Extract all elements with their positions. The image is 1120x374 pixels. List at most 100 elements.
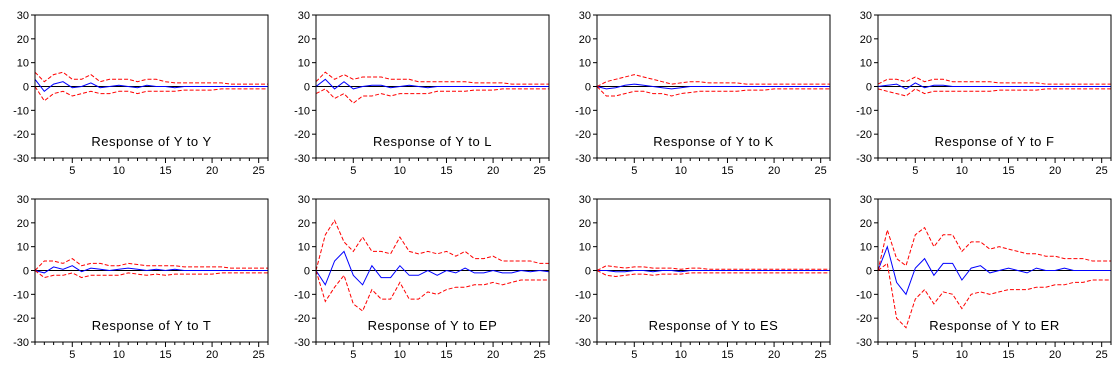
confidence-band-lower bbox=[877, 88, 1111, 97]
y-tick-label: 30 bbox=[17, 10, 29, 22]
y-tick-label: -20 bbox=[575, 129, 591, 141]
confidence-band-lower bbox=[596, 86, 830, 97]
y-tick-label: 30 bbox=[17, 194, 29, 206]
x-tick-label: 10 bbox=[394, 349, 406, 361]
confidence-band-upper bbox=[315, 219, 549, 271]
plot-frame bbox=[596, 198, 831, 343]
y-tick-label: 30 bbox=[298, 194, 310, 206]
y-tick-label: -10 bbox=[13, 289, 29, 301]
irf-panel-2: 30 20 10 0 -10 -20 -30 5 10 15 20 25 Response of Y t… bbox=[294, 10, 550, 177]
x-tick-label: 15 bbox=[159, 165, 171, 177]
response-line bbox=[596, 83, 830, 90]
x-tick-label: 5 bbox=[350, 349, 356, 361]
panel-title: Response of Y to EP bbox=[368, 318, 498, 333]
y-tick-label: -10 bbox=[294, 105, 310, 117]
x-tick-label: 25 bbox=[1096, 349, 1108, 361]
confidence-band-lower bbox=[877, 262, 1111, 329]
response-line bbox=[597, 270, 830, 273]
confidence-band-upper bbox=[34, 71, 268, 85]
response-line bbox=[315, 78, 549, 90]
y-tick-label: -10 bbox=[856, 289, 872, 301]
confidence-band-lower bbox=[315, 270, 549, 312]
x-tick-label: 15 bbox=[440, 349, 452, 361]
y-tick-label: 20 bbox=[298, 218, 310, 230]
panel-title: Response of Y to Y bbox=[91, 134, 211, 149]
plot-frame bbox=[877, 14, 1112, 159]
y-tick-label: 0 bbox=[866, 266, 872, 278]
y-tick-label: 0 bbox=[304, 82, 310, 94]
confidence-band-upper bbox=[877, 226, 1111, 271]
x-tick-label: 20 bbox=[1049, 165, 1061, 177]
x-tick-label: 10 bbox=[675, 165, 687, 177]
y-tick-label: 10 bbox=[579, 58, 591, 70]
confidence-band-upper bbox=[34, 258, 268, 271]
x-tick-label: 25 bbox=[534, 349, 546, 361]
y-tick-label: -30 bbox=[13, 153, 29, 165]
y-tick-label: -20 bbox=[856, 313, 872, 325]
response-line bbox=[877, 82, 1111, 90]
x-tick-label: 15 bbox=[721, 349, 733, 361]
y-tick-label: 20 bbox=[17, 34, 29, 46]
x-tick-label: 10 bbox=[113, 349, 125, 361]
x-tick-label: 20 bbox=[487, 349, 499, 361]
y-tick-label: 10 bbox=[860, 242, 872, 254]
confidence-band-lower bbox=[34, 270, 268, 279]
confidence-band-upper bbox=[596, 265, 830, 271]
y-tick-label: 20 bbox=[579, 34, 591, 46]
panel-title: Response of Y to K bbox=[653, 134, 774, 149]
y-tick-label: 30 bbox=[860, 194, 872, 206]
x-tick-label: 5 bbox=[912, 165, 918, 177]
x-tick-label: 25 bbox=[253, 165, 265, 177]
x-tick-label: 20 bbox=[768, 349, 780, 361]
x-tick-label: 10 bbox=[956, 165, 968, 177]
x-tick-label: 15 bbox=[1002, 165, 1014, 177]
x-tick-label: 25 bbox=[1096, 165, 1108, 177]
y-tick-label: -30 bbox=[856, 337, 872, 349]
irf-panel-7: 30 20 10 0 -10 -20 -30 5 10 15 20 25 Response of Y t… bbox=[575, 194, 831, 361]
y-tick-label: 10 bbox=[298, 58, 310, 70]
y-tick-label: 20 bbox=[298, 34, 310, 46]
x-tick-label: 10 bbox=[394, 165, 406, 177]
confidence-band-lower bbox=[34, 86, 268, 102]
y-tick-label: -20 bbox=[13, 129, 29, 141]
y-tick-label: -10 bbox=[856, 105, 872, 117]
y-tick-label: -10 bbox=[575, 105, 591, 117]
y-tick-label: 30 bbox=[860, 10, 872, 22]
y-tick-label: 0 bbox=[23, 82, 29, 94]
x-tick-label: 5 bbox=[69, 349, 75, 361]
y-tick-label: -20 bbox=[575, 313, 591, 325]
y-tick-label: -20 bbox=[856, 129, 872, 141]
y-tick-label: 30 bbox=[579, 10, 591, 22]
x-tick-label: 20 bbox=[1049, 349, 1061, 361]
x-tick-label: 5 bbox=[69, 165, 75, 177]
irf-panel-3: 30 20 10 0 -10 -20 -30 5 10 15 20 25 Response of Y t… bbox=[575, 10, 831, 177]
plot-frame bbox=[877, 198, 1112, 343]
panel-title: Response of Y to L bbox=[373, 134, 492, 149]
x-tick-label: 25 bbox=[534, 165, 546, 177]
y-tick-label: 10 bbox=[17, 242, 29, 254]
x-tick-label: 10 bbox=[675, 349, 687, 361]
x-tick-label: 5 bbox=[912, 349, 918, 361]
x-tick-label: 5 bbox=[631, 349, 637, 361]
x-tick-label: 25 bbox=[815, 349, 827, 361]
x-tick-label: 5 bbox=[631, 165, 637, 177]
y-tick-label: 10 bbox=[860, 58, 872, 70]
y-tick-label: 20 bbox=[579, 218, 591, 230]
y-tick-label: 0 bbox=[585, 266, 591, 278]
irf-panel-1: 30 20 10 0 -10 -20 -30 5 10 15 20 25 Response of Y t… bbox=[13, 10, 269, 177]
y-tick-label: -30 bbox=[575, 337, 591, 349]
y-tick-label: -10 bbox=[294, 289, 310, 301]
plot-frame bbox=[315, 198, 550, 343]
panel-title: Response of Y to ES bbox=[649, 318, 779, 333]
plot-frame bbox=[34, 198, 269, 343]
y-tick-label: 0 bbox=[304, 266, 310, 278]
y-tick-label: 20 bbox=[860, 34, 872, 46]
x-tick-label: 15 bbox=[1002, 349, 1014, 361]
y-tick-label: 0 bbox=[23, 266, 29, 278]
response-line bbox=[34, 265, 268, 274]
irf-panel-6: 30 20 10 0 -10 -20 -30 5 10 15 20 25 Response of Y t… bbox=[294, 194, 550, 361]
y-tick-label: -30 bbox=[575, 153, 591, 165]
plot-frame bbox=[34, 14, 269, 159]
x-tick-label: 20 bbox=[206, 349, 218, 361]
y-tick-label: 10 bbox=[298, 242, 310, 254]
